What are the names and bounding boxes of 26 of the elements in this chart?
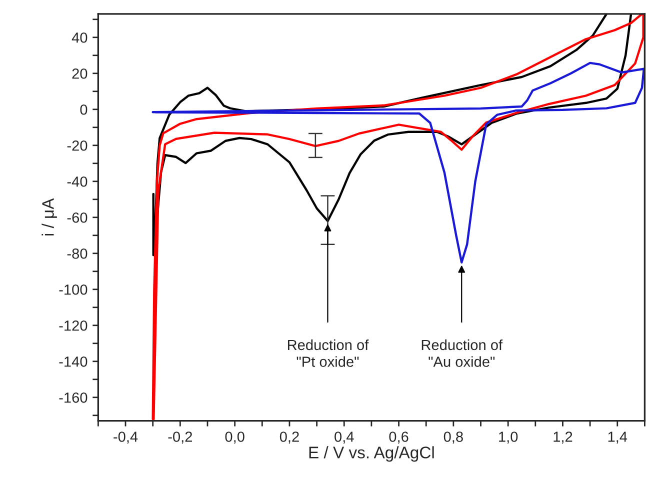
annotation: Reduction of "Pt oxide": [288, 339, 369, 367]
x-tick-label: 0,2: [280, 432, 299, 444]
line-series: [152, 62, 645, 264]
y-tick-label: -40: [67, 176, 88, 187]
y-tick-label: -160: [59, 392, 88, 403]
y-tick-label: 20: [72, 68, 88, 79]
x-tick-label: 0,0: [225, 432, 244, 444]
x-tick-label: 1,4: [608, 432, 628, 444]
x-axis-title: E / V vs. Ag/AgCl: [309, 446, 434, 462]
y-tick-label: -20: [67, 140, 88, 151]
x-tick-label: 1,2: [554, 432, 572, 444]
x-tick-label: 0,4: [334, 432, 354, 444]
y-tick-label: -100: [59, 284, 88, 295]
y-tick-label: 40: [72, 32, 88, 43]
y-tick-label: -120: [59, 320, 88, 331]
x-tick-label: -0,4: [114, 432, 138, 444]
x-tick-label: 0,6: [389, 432, 408, 444]
y-axis-title: i / μA: [42, 198, 57, 236]
x-tick-label: -0,2: [168, 432, 192, 444]
annotation: Reduction of "Au oxide": [422, 339, 503, 367]
y-tick-label: -60: [67, 212, 88, 223]
x-tick-label: 1,0: [499, 432, 518, 444]
x-tick-label: 0,8: [444, 432, 463, 444]
y-tick-label: -140: [59, 356, 88, 367]
y-tick-label: 0: [80, 104, 88, 115]
y-tick-label: -80: [67, 248, 88, 259]
